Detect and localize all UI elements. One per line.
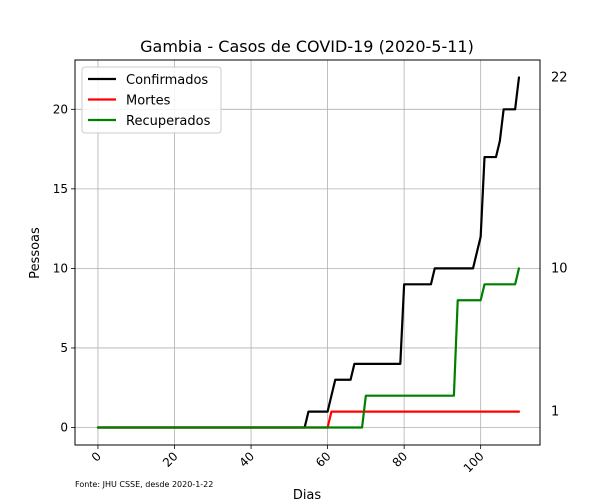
plot-frame — [74, 59, 541, 446]
y-tick-label: 0 — [60, 421, 68, 435]
y-tick-label: 5 — [60, 341, 68, 355]
grid — [75, 60, 540, 445]
x-tick-label: 80 — [390, 449, 411, 470]
right-value-label: 22 — [551, 71, 568, 86]
legend-label: Confirmados — [126, 73, 208, 88]
right-labels: 22 10 1 — [551, 71, 568, 420]
x-tick-label: 20 — [160, 449, 181, 470]
series-lines — [96, 76, 521, 429]
y-tick-label: 10 — [53, 261, 68, 275]
legend-box — [81, 66, 222, 134]
right-value-label: 10 — [551, 261, 568, 276]
source-note: Fonte: JHU CSSE, desde 2020-1-22 — [75, 480, 213, 489]
x-axis-label: Dias — [293, 488, 322, 500]
y-tick-label: 15 — [53, 182, 68, 196]
x-tick-label: 0 — [89, 449, 104, 464]
legend-label: Recuperados — [126, 114, 211, 129]
series-line-confirmados — [96, 76, 521, 429]
x-tick-label: 40 — [236, 449, 257, 470]
legend-label: Mortes — [126, 94, 171, 109]
x-tick-label: 60 — [313, 449, 334, 470]
right-value-label: 1 — [551, 405, 559, 420]
y-axis-label: Pessoas — [28, 227, 43, 279]
x-tick-label: 100 — [461, 449, 487, 475]
chart-title: Gambia - Casos de COVID-19 (2020-5-11) — [140, 37, 474, 56]
legend: Confirmados Mortes Recuperados — [81, 66, 222, 134]
series-line-recuperados — [96, 267, 521, 429]
y-tick-label: 20 — [53, 102, 68, 116]
